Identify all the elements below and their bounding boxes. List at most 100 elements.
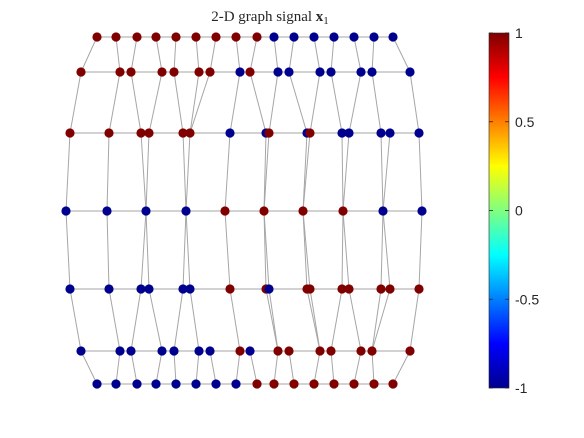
graph-node bbox=[376, 128, 386, 138]
edge bbox=[155, 36, 163, 73]
edge bbox=[382, 210, 391, 290]
edge bbox=[371, 71, 382, 134]
edge bbox=[140, 210, 147, 290]
edge bbox=[148, 71, 163, 134]
graph-node bbox=[205, 346, 215, 356]
edge bbox=[268, 288, 279, 352]
graph-node bbox=[205, 67, 215, 77]
graph-node bbox=[337, 128, 347, 138]
edge bbox=[65, 132, 71, 212]
edge bbox=[173, 350, 177, 385]
edge bbox=[263, 210, 270, 290]
graph-node bbox=[298, 206, 308, 216]
graph-node bbox=[178, 284, 188, 294]
graph-node bbox=[329, 379, 339, 389]
graph-node bbox=[65, 128, 75, 138]
edge bbox=[249, 71, 267, 134]
edge bbox=[371, 288, 391, 352]
graph-node bbox=[132, 379, 142, 389]
graph-node bbox=[171, 32, 181, 42]
graph-nodes bbox=[61, 32, 427, 389]
edge bbox=[185, 210, 191, 290]
graph-node bbox=[191, 32, 201, 42]
edge bbox=[371, 288, 382, 352]
graph-node bbox=[245, 67, 255, 77]
edge bbox=[130, 71, 142, 134]
graph-node bbox=[132, 32, 142, 42]
graph-node bbox=[136, 128, 146, 138]
graph-node bbox=[115, 67, 125, 77]
graph-node bbox=[344, 128, 354, 138]
graph-node bbox=[136, 284, 146, 294]
graph-node bbox=[225, 284, 235, 294]
graph-node bbox=[369, 379, 379, 389]
graph-node bbox=[194, 346, 204, 356]
edge bbox=[409, 71, 420, 134]
graph-node bbox=[337, 284, 347, 294]
graph-node bbox=[225, 128, 235, 138]
edge bbox=[80, 36, 98, 73]
graph-node bbox=[181, 206, 191, 216]
graph-node bbox=[385, 284, 395, 294]
edge bbox=[145, 132, 150, 212]
edge bbox=[380, 132, 384, 212]
edge bbox=[353, 36, 362, 73]
graph-node bbox=[376, 284, 386, 294]
edge bbox=[69, 71, 82, 134]
edge bbox=[229, 288, 241, 352]
graph-node bbox=[252, 379, 262, 389]
edge bbox=[209, 36, 217, 73]
graph-node bbox=[220, 206, 230, 216]
graph-node bbox=[157, 67, 167, 77]
graph-node bbox=[211, 32, 221, 42]
edge bbox=[273, 350, 279, 385]
edge bbox=[229, 71, 241, 134]
graph-node bbox=[115, 346, 125, 356]
graph-node bbox=[315, 346, 325, 356]
edge bbox=[235, 350, 241, 385]
edge bbox=[348, 288, 362, 352]
edge bbox=[268, 71, 279, 134]
edge bbox=[189, 288, 200, 352]
graph-node bbox=[191, 379, 201, 389]
graph-node bbox=[235, 67, 245, 77]
edge bbox=[330, 36, 335, 73]
graph-node bbox=[388, 379, 398, 389]
graph-node bbox=[111, 32, 121, 42]
graph-node bbox=[126, 67, 136, 77]
graph-node bbox=[289, 32, 299, 42]
edge bbox=[341, 210, 344, 290]
edge bbox=[130, 36, 138, 73]
edge bbox=[342, 210, 350, 290]
edge bbox=[173, 36, 177, 73]
edge bbox=[224, 132, 231, 212]
edge bbox=[348, 71, 362, 134]
edge bbox=[302, 210, 311, 290]
graph-node bbox=[349, 32, 359, 42]
graph-node bbox=[194, 67, 204, 77]
edge bbox=[69, 288, 82, 352]
colorbar-tick-label: 0.5 bbox=[515, 114, 535, 130]
edge bbox=[302, 132, 311, 212]
graph-node bbox=[369, 32, 379, 42]
graph-node bbox=[178, 128, 188, 138]
graph-node bbox=[388, 32, 398, 42]
edge bbox=[182, 132, 187, 212]
graph-node bbox=[76, 67, 86, 77]
graph-node bbox=[273, 346, 283, 356]
edge bbox=[418, 210, 423, 290]
graph-node bbox=[273, 67, 283, 77]
graph-node bbox=[185, 284, 195, 294]
edge bbox=[130, 350, 138, 385]
edge bbox=[309, 288, 321, 352]
graph-node bbox=[61, 206, 71, 216]
graph-node bbox=[367, 346, 377, 356]
edge bbox=[263, 132, 270, 212]
graph-node bbox=[111, 379, 121, 389]
edge bbox=[155, 350, 163, 385]
colorbar-ticks: 1 0.5 0 -0.5 -1 bbox=[489, 25, 539, 396]
edge bbox=[380, 210, 384, 290]
graph-node bbox=[329, 32, 339, 42]
edge bbox=[108, 288, 121, 352]
